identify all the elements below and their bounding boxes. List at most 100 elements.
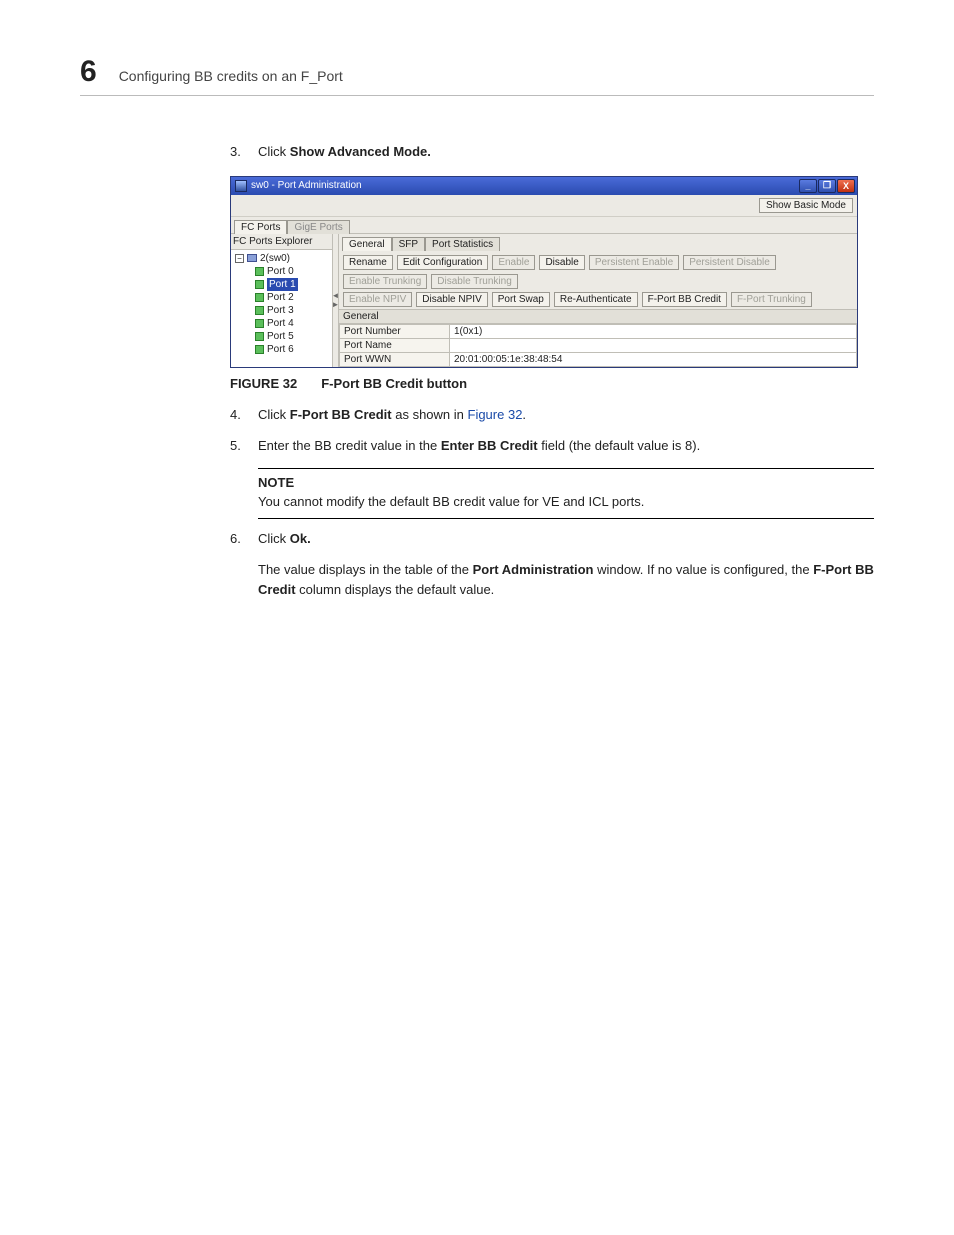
right-pane: General SFP Port Statistics Rename Edit … (339, 234, 857, 367)
mode-row: Show Basic Mode (231, 195, 857, 217)
enable-trunking-button[interactable]: Enable Trunking (343, 274, 427, 289)
figure-32-link[interactable]: Figure 32 (468, 407, 523, 422)
table-row: Port Name (340, 338, 857, 352)
persistent-enable-button[interactable]: Persistent Enable (589, 255, 679, 270)
button-row-1: Rename Edit Configuration Enable Disable… (343, 255, 853, 289)
port-icon (255, 280, 264, 289)
subtabs: General SFP Port Statistics (339, 234, 857, 251)
prop-key: Port WWN (340, 352, 450, 366)
window-title: sw0 - Port Administration (251, 180, 362, 191)
text: Click (258, 407, 290, 422)
step-3: 3. Click Show Advanced Mode. (230, 142, 874, 162)
prop-key: Port Name (340, 338, 450, 352)
port-type-tabs: FC Ports GigE Ports (231, 217, 857, 233)
note-block: NOTE You cannot modify the default BB cr… (258, 468, 874, 519)
button-row-2: Enable NPIV Disable NPIV Port Swap Re-Au… (343, 292, 853, 307)
table-row: Port Number 1(0x1) (340, 324, 857, 338)
text: window. If no value is configured, the (594, 562, 814, 577)
port-admin-window: sw0 - Port Administration _ ❐ X Show Bas… (230, 176, 858, 368)
disable-button[interactable]: Disable (539, 255, 584, 270)
tree-header: FC Ports Explorer (231, 234, 332, 250)
note-head: NOTE (258, 468, 874, 493)
prop-key: Port Number (340, 324, 450, 338)
tab-sfp[interactable]: SFP (392, 237, 425, 251)
text: Enter the BB credit value in the (258, 438, 441, 453)
step-5: 5. Enter the BB credit value in the Ente… (230, 436, 874, 456)
prop-value: 20:01:00:05:1e:38:48:54 (450, 352, 857, 366)
window-body: FC Ports Explorer − 2(sw0) Port 0Port 1P… (231, 233, 857, 367)
tree-port-item[interactable]: Port 6 (233, 343, 332, 356)
text: field (the default value is 8). (538, 438, 701, 453)
port-icon (255, 345, 264, 354)
step-body: Enter the BB credit value in the Enter B… (258, 436, 874, 456)
rename-button[interactable]: Rename (343, 255, 393, 270)
step-number: 5. (230, 436, 246, 456)
port-swap-button[interactable]: Port Swap (492, 292, 550, 307)
bold-text: Show Advanced Mode. (290, 144, 431, 159)
figure-32-screenshot: sw0 - Port Administration _ ❐ X Show Bas… (230, 176, 874, 368)
tree-collapse-icon[interactable]: − (235, 254, 244, 263)
figure-caption: FIGURE 32F-Port BB Credit button (230, 376, 874, 391)
tree-root[interactable]: − 2(sw0) (233, 252, 332, 265)
port-icon (255, 293, 264, 302)
disable-npiv-button[interactable]: Disable NPIV (416, 292, 487, 307)
minimize-button[interactable]: _ (799, 179, 817, 193)
prop-value (450, 338, 857, 352)
step-number: 3. (230, 142, 246, 162)
bold-text: Enter BB Credit (441, 438, 538, 453)
tree-port-item[interactable]: Port 5 (233, 330, 332, 343)
window-icon (235, 180, 247, 192)
text: . (522, 407, 526, 422)
switch-icon (247, 254, 257, 262)
disable-trunking-button[interactable]: Disable Trunking (431, 274, 517, 289)
note-body: You cannot modify the default BB credit … (258, 492, 874, 519)
chapter-number: 6 (80, 55, 97, 89)
step-6: 6. Click Ok. (230, 529, 874, 549)
action-buttons: Rename Edit Configuration Enable Disable… (339, 251, 857, 309)
close-button[interactable]: X (837, 179, 855, 193)
step-body: Click Ok. (258, 529, 874, 549)
table-row: Port WWN 20:01:00:05:1e:38:48:54 (340, 352, 857, 366)
port-icon (255, 332, 264, 341)
step-body: Click Show Advanced Mode. (258, 142, 874, 162)
tab-general[interactable]: General (342, 237, 392, 251)
tree-port-label: Port 4 (267, 317, 294, 330)
port-icon (255, 319, 264, 328)
tab-fc-ports[interactable]: FC Ports (234, 220, 287, 234)
persistent-disable-button[interactable]: Persistent Disable (683, 255, 776, 270)
tree-port-item[interactable]: Port 1 (233, 278, 332, 291)
step-4: 4. Click F-Port BB Credit as shown in Fi… (230, 405, 874, 425)
bold-text: Ok. (290, 531, 311, 546)
content-column: 3. Click Show Advanced Mode. sw0 - Port … (230, 142, 874, 599)
tree-port-label: Port 1 (267, 278, 298, 291)
maximize-button[interactable]: ❐ (818, 179, 836, 193)
bold-text: F-Port BB Credit (290, 407, 392, 422)
page: 6 Configuring BB credits on an F_Port 3.… (0, 0, 954, 639)
edit-configuration-button[interactable]: Edit Configuration (397, 255, 489, 270)
tree-port-label: Port 0 (267, 265, 294, 278)
port-icon (255, 267, 264, 276)
text: Click (258, 531, 290, 546)
tree-port-item[interactable]: Port 3 (233, 304, 332, 317)
chapter-title: Configuring BB credits on an F_Port (119, 68, 343, 84)
enable-button[interactable]: Enable (492, 255, 535, 270)
fport-bb-credit-button[interactable]: F-Port BB Credit (642, 292, 727, 307)
re-authenticate-button[interactable]: Re-Authenticate (554, 292, 638, 307)
tree-port-item[interactable]: Port 4 (233, 317, 332, 330)
bold-text: Port Administration (473, 562, 594, 577)
text: as shown in (392, 407, 468, 422)
step-number: 4. (230, 405, 246, 425)
fport-trunking-button[interactable]: F-Port Trunking (731, 292, 812, 307)
port-properties-table: Port Number 1(0x1) Port Name Port WWN 20… (339, 324, 857, 367)
text: Click (258, 144, 290, 159)
enable-npiv-button[interactable]: Enable NPIV (343, 292, 412, 307)
tab-gige-ports[interactable]: GigE Ports (287, 220, 349, 234)
text: The value displays in the table of the (258, 562, 473, 577)
step-number: 6. (230, 529, 246, 549)
window-buttons: _ ❐ X (799, 179, 855, 193)
show-basic-mode-button[interactable]: Show Basic Mode (759, 198, 853, 213)
figure-text: F-Port BB Credit button (321, 376, 467, 391)
tree-port-item[interactable]: Port 2 (233, 291, 332, 304)
tree-port-item[interactable]: Port 0 (233, 265, 332, 278)
tab-port-statistics[interactable]: Port Statistics (425, 237, 500, 251)
